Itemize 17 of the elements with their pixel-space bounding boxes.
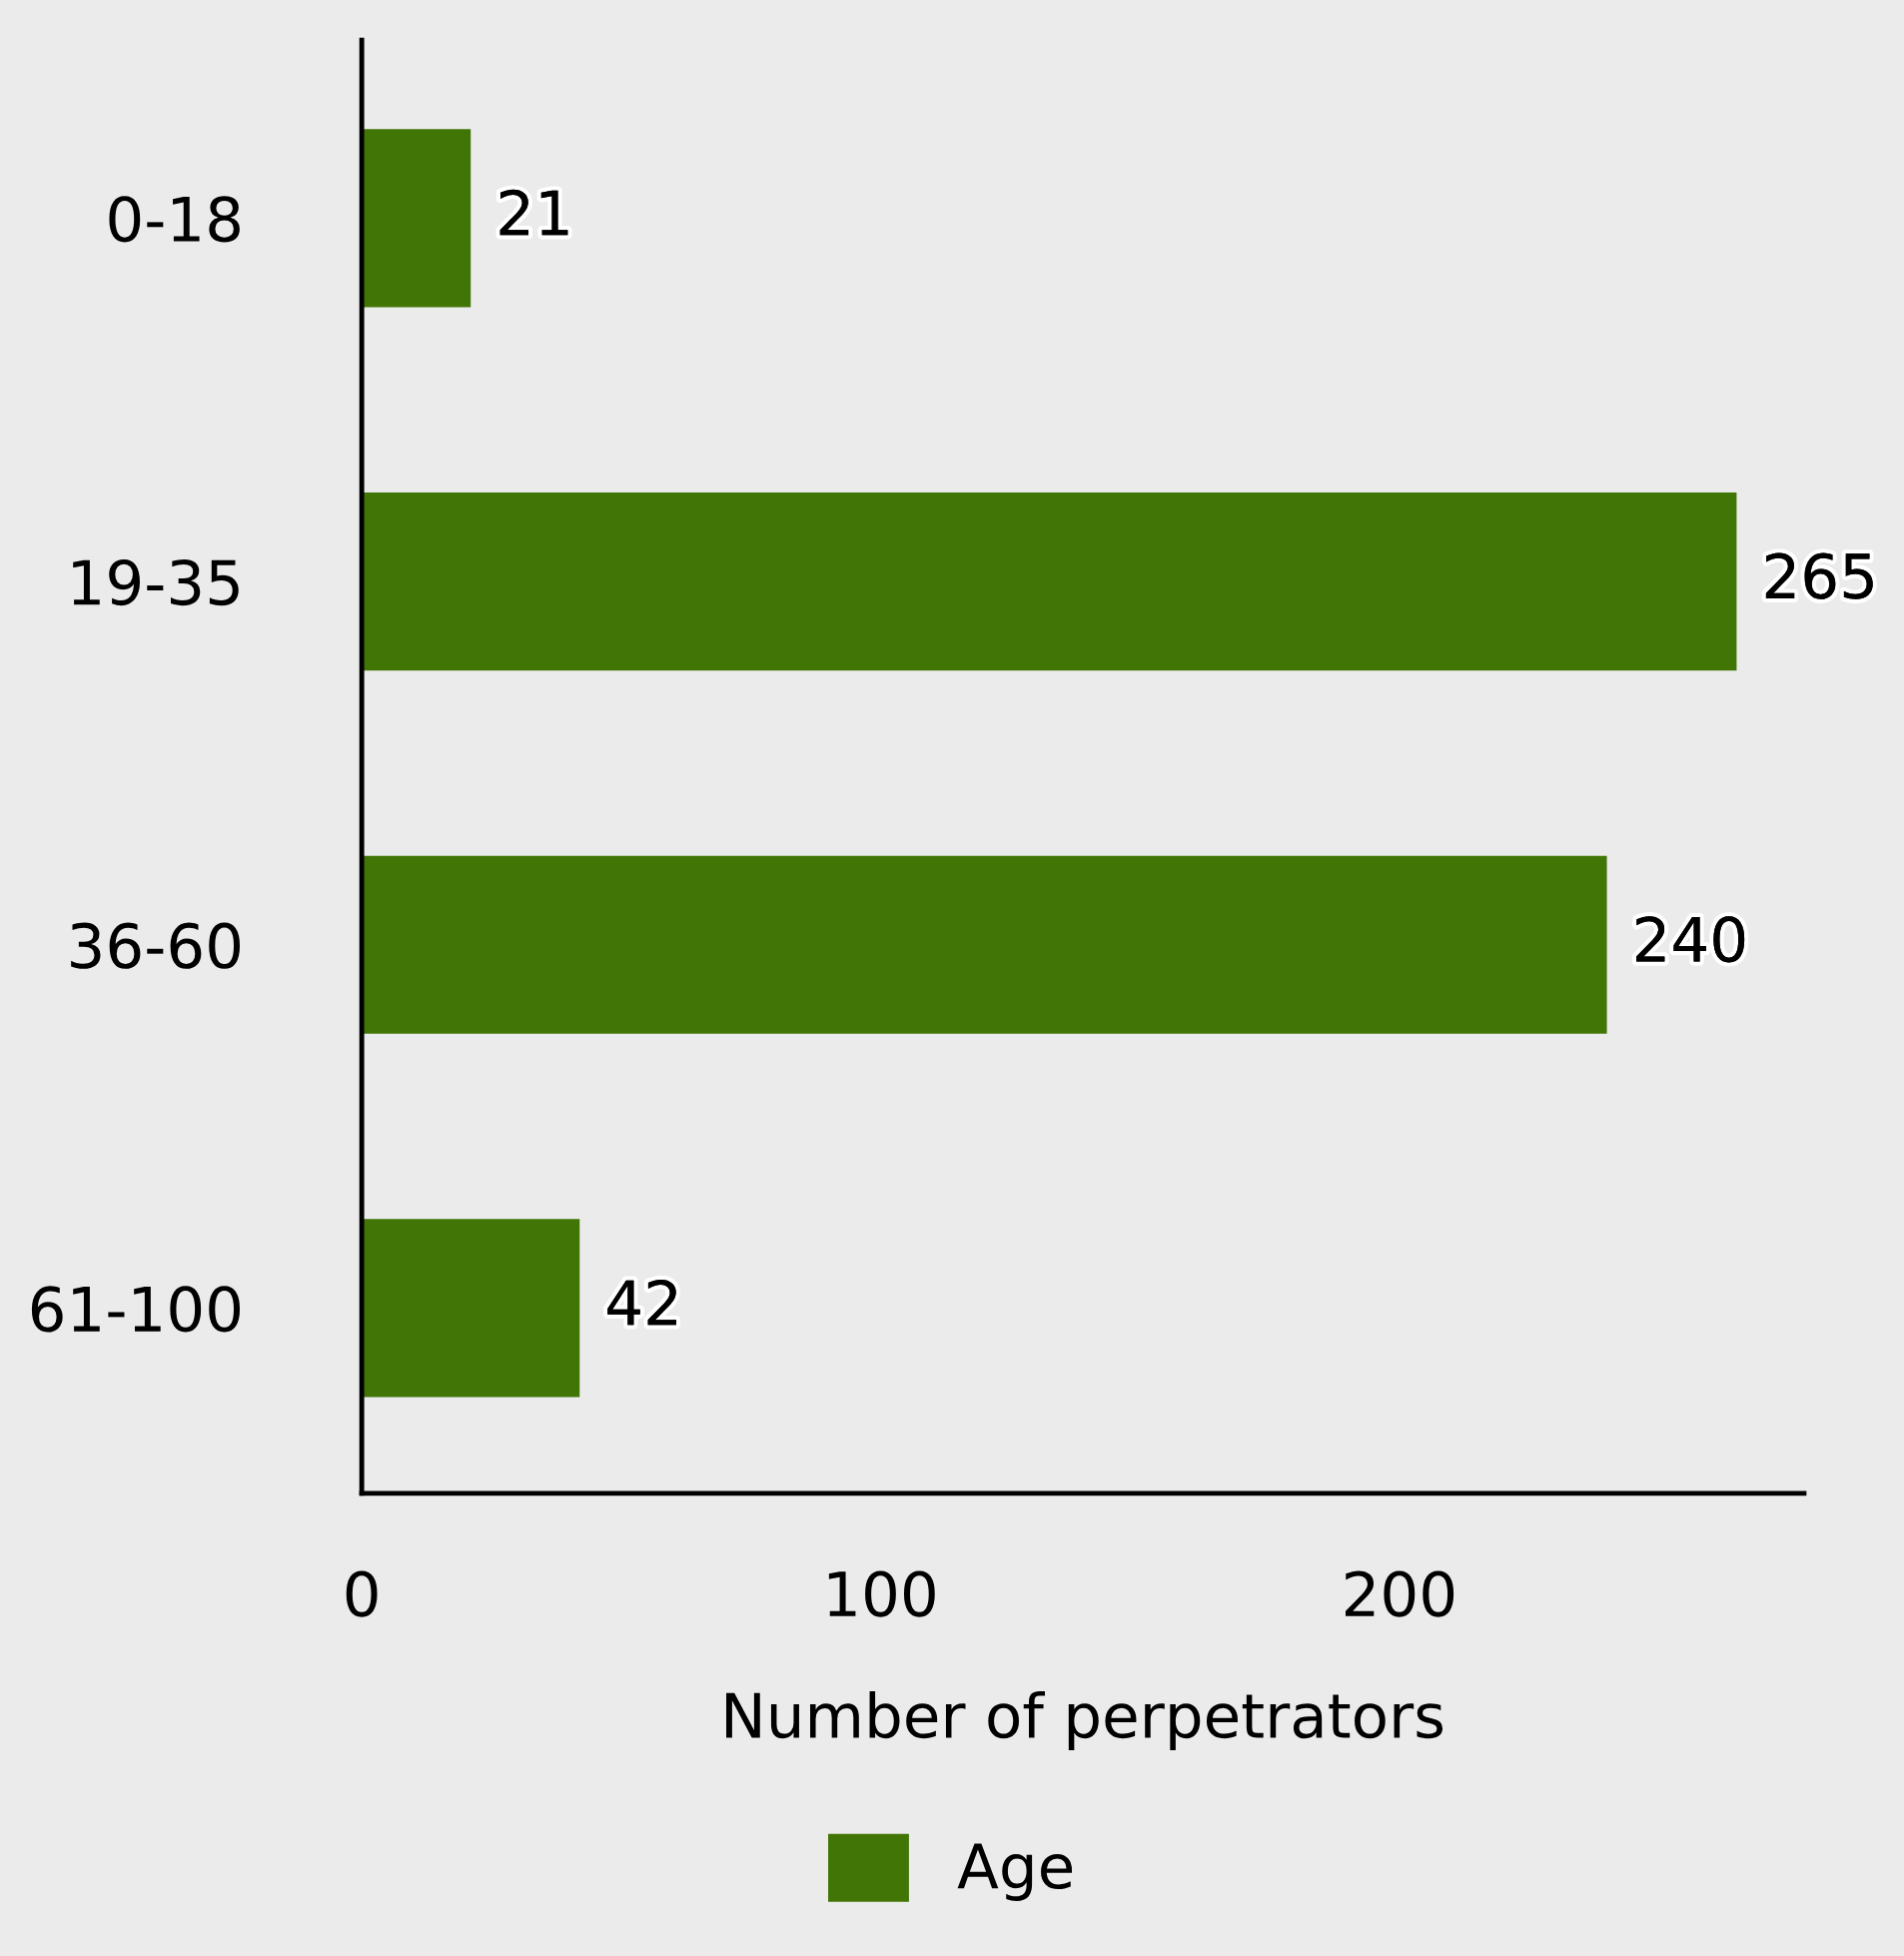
bar <box>362 1219 580 1398</box>
data-label: 42 <box>607 1279 676 1326</box>
y-tick-label: 61-100 <box>31 1286 241 1333</box>
y-tick-label: 36-60 <box>71 922 241 969</box>
bar <box>362 491 1737 671</box>
bar <box>362 855 1607 1034</box>
data-label: 21 <box>499 189 568 236</box>
bar <box>362 129 472 308</box>
data-label: 240 <box>1636 916 1745 963</box>
data-label: 265 <box>1765 552 1873 599</box>
x-axis-title: Number of perpetrators <box>726 1690 1443 1751</box>
legend-label: Age <box>957 1843 1073 1901</box>
y-tick-label: 19-35 <box>73 558 239 606</box>
x-tick-label: 100 <box>828 1570 935 1617</box>
x-tick-label: 0 <box>346 1570 378 1617</box>
x-tick-label: 200 <box>1346 1570 1454 1617</box>
y-tick-label: 0-18 <box>109 196 240 243</box>
